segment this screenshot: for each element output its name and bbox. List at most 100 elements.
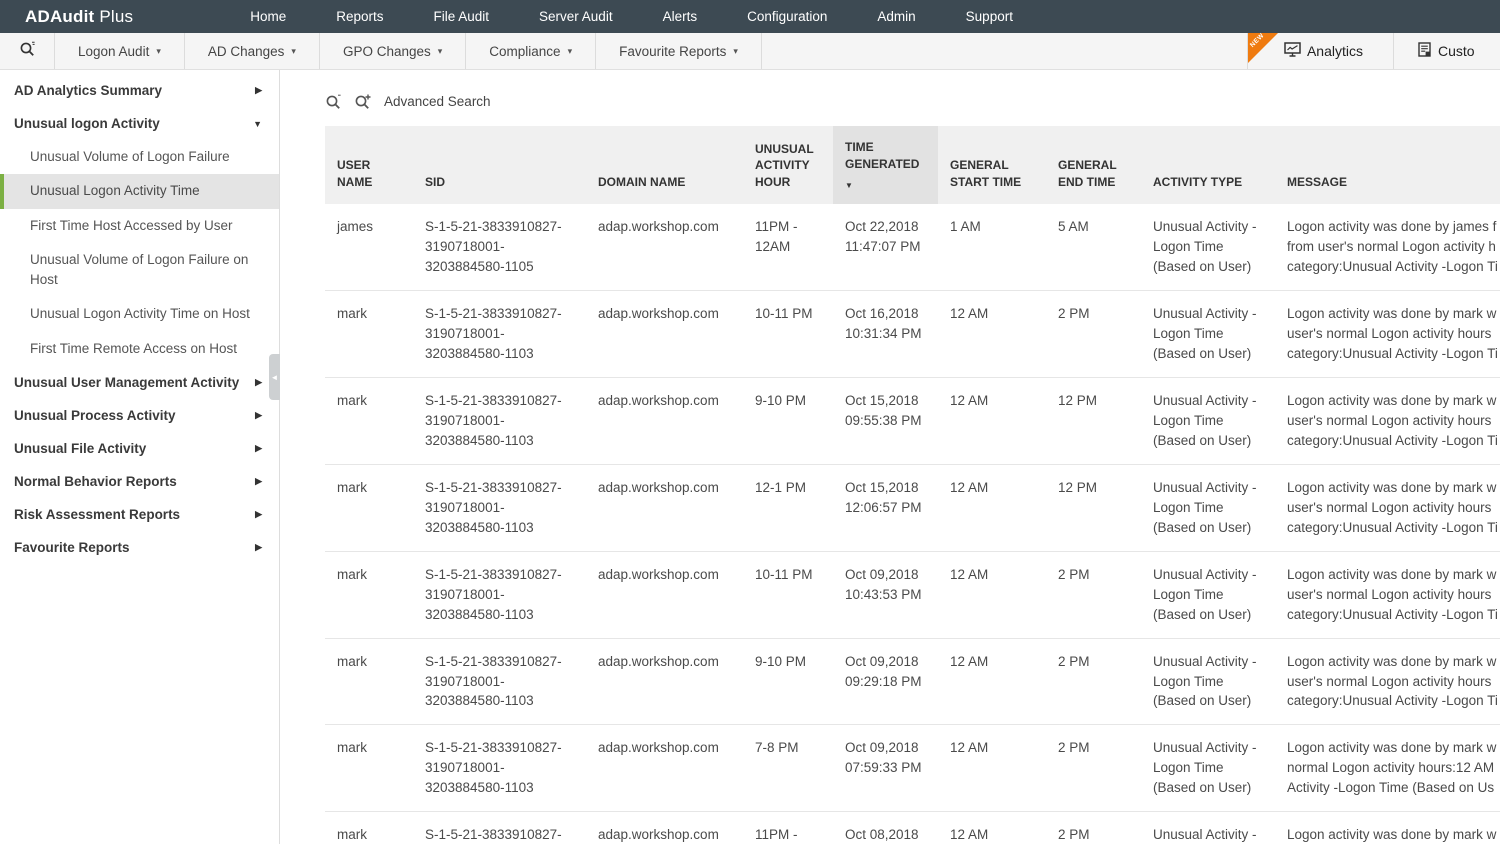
cell-activity: Unusual Activity -Logon Time (Based on U… [1141,463,1275,552]
cell-hour: 11PM - 12AM [743,811,833,844]
sidebar-section-label: Unusual File Activity [14,440,147,456]
customize-button[interactable]: Custo [1393,33,1500,69]
toolbar-right-actions: NEW Analytics Custo [1246,32,1500,69]
cell-start: 12 AM [938,289,1046,378]
quick-search-icon[interactable] [325,93,342,110]
cell-sid: S-1-5-21-3833910827-3190718001-320388458… [413,376,586,465]
menu-label: GPO Changes [342,43,431,59]
cell-generated: Oct 15,2018 12:06:57 PM [833,463,938,552]
cell-start: 12 AM [938,637,1046,725]
menu-label: Favourite Reports [619,43,727,59]
chevron-down-icon: ▾ [291,45,296,56]
analytics-button[interactable]: NEW Analytics [1246,32,1393,69]
cell-user-name: mark [325,376,413,465]
nav-item-admin[interactable]: Admin [877,9,916,24]
cell-hour: 7-8 PM [743,724,833,812]
sidebar-item-first-time-host-accessed-by-user[interactable]: First Time Host Accessed by User [30,217,233,233]
table-search-row: Advanced Search [325,84,1500,118]
cell-domain: adap.workshop.com [586,376,743,465]
cell-activity: Unusual Activity -Logon Time (Based on U… [1141,204,1275,291]
nav-item-configuration[interactable]: Configuration [747,9,828,24]
advanced-search-link[interactable]: Advanced Search [384,93,491,109]
chevron-right-icon: ▶ [255,409,262,420]
nav-item-alerts[interactable]: Alerts [662,9,698,24]
column-header-domain[interactable]: DOMAIN NAME [586,126,743,204]
sidebar-item-unusual-volume-of-logon-failure[interactable]: Unusual Volume of Logon Failure [30,149,230,164]
cell-message: Logon activity was done by james f from … [1275,204,1500,291]
report-search-button[interactable] [0,33,55,69]
nav-item-home[interactable]: Home [250,9,287,24]
cell-hour: 10-11 PM [743,289,833,378]
analytics-label: Analytics [1306,43,1363,59]
cell-generated: Oct 09,2018 07:59:33 PM [833,724,938,812]
cell-user-name: james [325,204,413,291]
menu-compliance[interactable]: Compliance ▾ [466,33,597,69]
column-header-label: DOMAIN NAME [598,175,686,190]
cell-domain: adap.workshop.com [586,204,743,291]
cell-domain: adap.workshop.com [586,289,743,378]
cell-activity: Unusual Activity -Logon Time (Based on U… [1141,637,1275,725]
cell-hour: 9-10 PM [743,376,833,465]
sidebar-collapse-handle[interactable]: ◄ [269,354,280,400]
report-category-menus: Logon Audit ▾ AD Changes ▾ GPO Changes ▾ Compl… [55,33,762,69]
nav-item-reports[interactable]: Reports [336,9,384,24]
sidebar-section-label: Unusual logon Activity [14,116,160,131]
cell-generated: Oct 16,2018 10:31:34 PM [833,289,938,378]
chevron-down-icon: ▾ [156,45,161,56]
column-header-user-name[interactable]: USER NAME [325,126,413,204]
app-logo-bold: ADAudit [25,6,95,26]
cell-domain: adap.workshop.com [586,463,743,552]
cell-end: 2 PM [1046,289,1141,378]
column-header-activity[interactable]: ACTIVITY TYPE [1141,126,1275,204]
cell-end: 5 AM [1046,204,1141,291]
menu-gpo-changes[interactable]: GPO Changes ▾ [320,33,467,69]
cell-message: Logon activity was done by mark w user's… [1275,289,1500,378]
new-badge: NEW [1247,32,1278,63]
column-header-generated[interactable]: TIME GENERATED ▼ [833,126,938,204]
chevron-right-icon: ▶ [255,376,262,387]
cell-start: 12 AM [938,376,1046,465]
sidebar-section-risk-assessment-reports[interactable]: Risk Assessment Reports ▶ [0,498,279,531]
menu-logon-audit[interactable]: Logon Audit ▾ [55,33,185,69]
column-header-hour[interactable]: UNUSUAL ACTIVITY HOUR [743,126,833,204]
app-logo[interactable]: ADAudit Plus [25,7,133,27]
cell-message: Logon activity was done by mark w user's… [1275,463,1500,552]
sidebar-section-label: Unusual Process Activity [14,407,176,423]
cell-message: Logon activity was done by mark w user's… [1275,550,1500,639]
cell-hour: 9-10 PM [743,637,833,725]
sidebar-section-normal-behavior-reports[interactable]: Normal Behavior Reports ▶ [0,465,279,498]
nav-item-file-audit[interactable]: File Audit [433,9,490,24]
reports-toolbar: Logon Audit ▾ AD Changes ▾ GPO Changes ▾ Compl… [0,32,1500,70]
menu-ad-changes[interactable]: AD Changes ▾ [185,33,320,69]
column-header-start[interactable]: GENERAL START TIME [938,126,1046,204]
cell-activity: Unusual Activity -Logon Time (Based on U… [1141,289,1275,378]
sidebar-item-unusual-volume-of-logon-failure-on-host[interactable]: Unusual Volume of Logon Failure on Host [30,251,249,287]
nav-item-support[interactable]: Support [965,9,1013,24]
nav-item-server-audit[interactable]: Server Audit [539,9,613,24]
analytics-icon [1284,42,1301,60]
cell-message: Logon activity was done by mark w user's… [1275,637,1500,725]
sidebar-section-unusual-process-activity[interactable]: Unusual Process Activity ▶ [0,399,279,432]
advanced-search-icon[interactable] [354,93,372,110]
sidebar-item-unusual-logon-activity-time-on-host[interactable]: Unusual Logon Activity Time on Host [30,306,250,322]
sidebar-section-label: AD Analytics Summary [14,83,163,98]
sidebar-section-unusual-file-activity[interactable]: Unusual File Activity ▶ [0,432,279,465]
cell-end: 12 PM [1046,376,1141,465]
sidebar-section-unusual-logon-activity[interactable]: Unusual logon Activity ▼ [0,107,279,140]
column-header-message[interactable]: MESSAGE [1275,126,1500,204]
cell-hour: 11PM - 12AM [743,204,833,291]
menu-favourite-reports[interactable]: Favourite Reports ▾ [596,33,762,69]
sidebar-section-unusual-user-management-activity[interactable]: Unusual User Management Activity ▶ [0,366,279,399]
column-header-end[interactable]: GENERAL END TIME [1046,126,1141,204]
sidebar-item-unusual-logon-activity-time[interactable]: Unusual Logon Activity Time [0,174,279,209]
sidebar-section-ad-analytics-summary[interactable]: AD Analytics Summary ▶ [0,74,279,107]
unusual-logon-activity-table: USER NAME SID DOMAIN NAME UNUSUAL ACTIVITY … [325,126,1500,844]
chevron-right-icon: ▶ [255,541,262,552]
sidebar-section-favourite-reports[interactable]: Favourite Reports ▶ [0,531,279,564]
cell-end: 2 PM [1046,637,1141,725]
column-header-sid[interactable]: SID [413,126,586,204]
sidebar-item-first-time-remote-access-on-host[interactable]: First Time Remote Access on Host [30,340,238,356]
